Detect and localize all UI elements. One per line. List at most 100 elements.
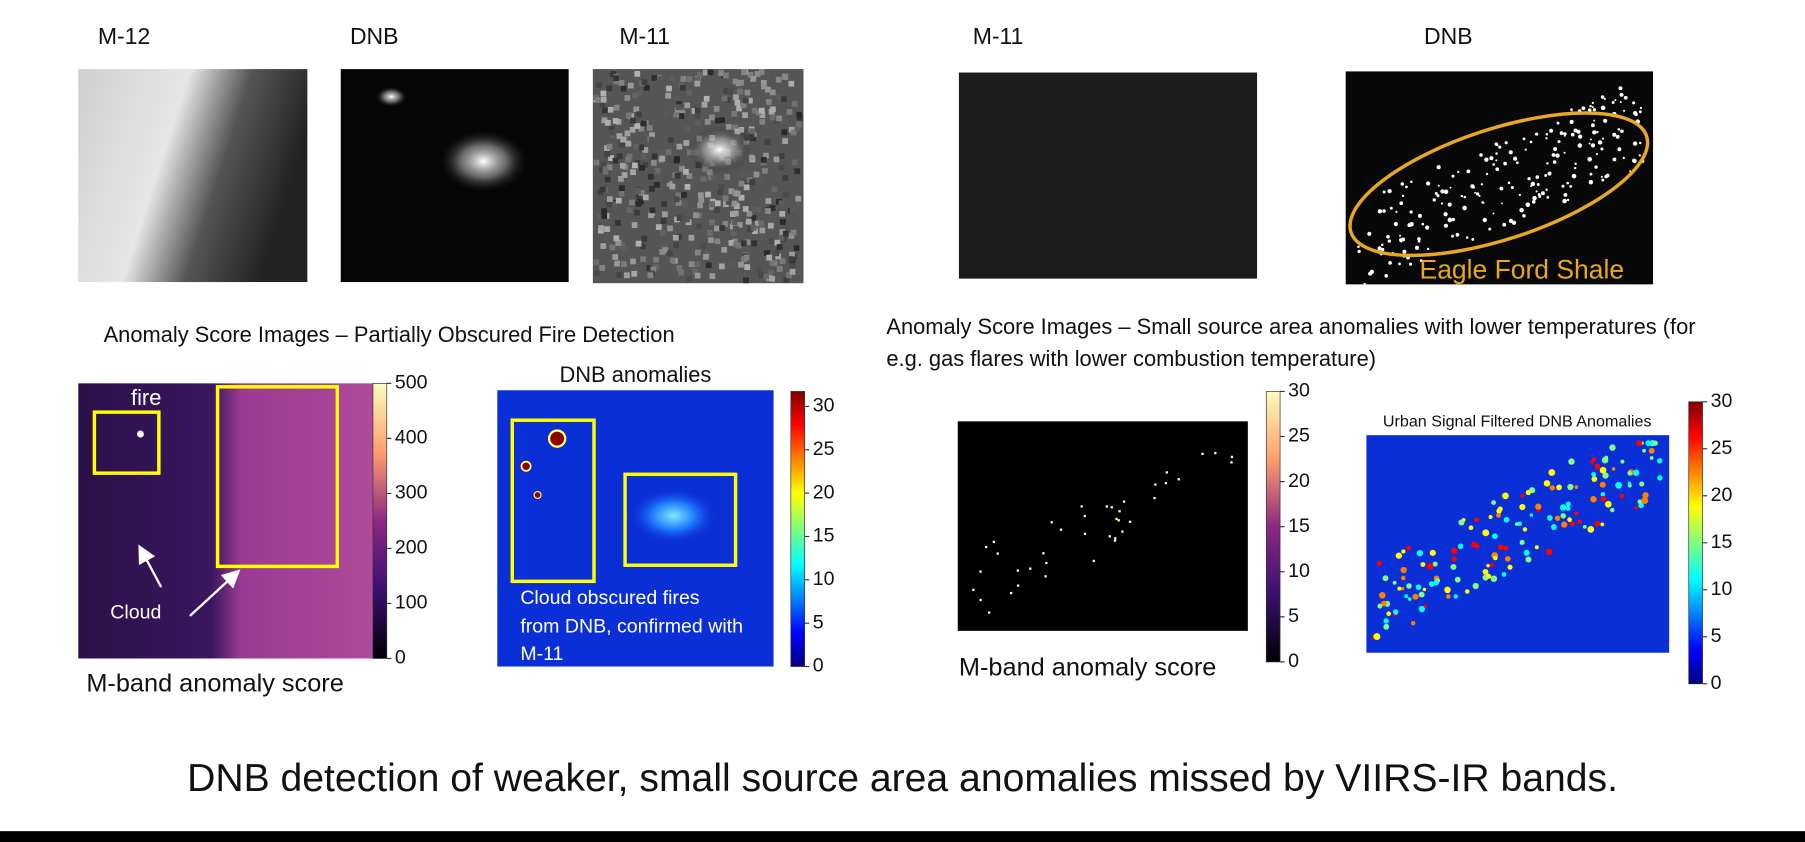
pixel — [638, 125, 644, 132]
colorbar-tick-label: 15 — [1288, 515, 1310, 537]
pixel — [731, 200, 738, 207]
light — [1618, 86, 1623, 91]
pixel — [776, 266, 783, 272]
pixel — [751, 107, 758, 114]
pixel — [634, 70, 641, 77]
pixel — [751, 240, 757, 247]
spot — [1491, 500, 1496, 505]
light — [1555, 153, 1560, 158]
spot — [1497, 544, 1504, 551]
spot — [1418, 605, 1426, 613]
spot — [1492, 555, 1498, 561]
pixel — [736, 105, 742, 112]
pixel — [669, 75, 676, 82]
pixel — [714, 200, 721, 207]
pixel — [714, 238, 721, 245]
pixel — [749, 179, 756, 185]
light — [1600, 105, 1606, 111]
footer: DNB detection of weaker, small source ar… — [187, 757, 1618, 800]
spot — [1574, 485, 1579, 489]
spot — [1600, 522, 1605, 527]
spot — [1520, 493, 1525, 498]
pixel — [619, 185, 625, 192]
pixel — [596, 82, 602, 88]
light — [1443, 189, 1449, 195]
pixel — [686, 89, 693, 96]
light — [1381, 247, 1385, 252]
light — [1479, 153, 1483, 157]
light — [1547, 171, 1552, 176]
light — [1590, 143, 1596, 148]
spot — [1410, 620, 1416, 626]
light — [1387, 188, 1392, 194]
pixel — [598, 166, 605, 173]
spot — [1110, 506, 1113, 509]
spot — [1522, 527, 1528, 532]
pixel — [791, 101, 798, 107]
spot — [1428, 581, 1435, 587]
pixel — [607, 106, 614, 113]
spot — [1092, 559, 1095, 563]
image-label: M-12 — [98, 23, 150, 49]
spot — [1105, 505, 1108, 508]
light — [1492, 212, 1495, 215]
pixel — [632, 162, 638, 169]
pixel — [618, 190, 625, 197]
light — [1463, 195, 1467, 199]
pixel — [667, 225, 673, 232]
pixel — [647, 272, 654, 279]
pixel — [779, 219, 786, 225]
spot — [1059, 528, 1063, 531]
pixel — [626, 153, 633, 160]
light — [1556, 121, 1560, 125]
light — [1612, 132, 1617, 137]
spot — [1543, 480, 1551, 487]
spot — [1514, 522, 1519, 526]
pixel — [755, 126, 762, 133]
spot — [1535, 503, 1542, 510]
pixel — [606, 143, 613, 150]
spot — [1453, 594, 1458, 599]
pixel — [661, 243, 668, 250]
spot — [1406, 583, 1412, 589]
pixel — [678, 113, 685, 119]
pixel — [601, 117, 608, 124]
spot — [1591, 457, 1597, 462]
pixel — [758, 272, 765, 278]
pixel — [638, 190, 645, 196]
light — [1559, 131, 1564, 135]
light — [1632, 158, 1637, 163]
pixel — [641, 79, 648, 86]
pixel — [725, 198, 732, 205]
light — [1440, 189, 1445, 194]
pixel — [769, 205, 776, 211]
spot — [1128, 520, 1132, 523]
light — [1387, 239, 1391, 243]
pixel — [688, 261, 695, 268]
pixel — [613, 104, 620, 111]
pixel — [615, 197, 622, 204]
anomaly-image — [1366, 435, 1670, 653]
spot — [1609, 444, 1616, 451]
colorbar-tick-label: 0 — [813, 655, 824, 677]
light — [1447, 202, 1452, 207]
pixel — [601, 208, 607, 215]
pixel — [778, 153, 785, 160]
pixel — [713, 207, 720, 213]
panel-title: DNB anomalies — [559, 362, 711, 387]
colorbar — [1688, 401, 1703, 685]
light — [1632, 101, 1636, 105]
light — [1598, 141, 1601, 145]
light — [1570, 108, 1573, 111]
pixel — [640, 120, 647, 127]
spot — [1083, 514, 1086, 518]
colorbar-tick-label: 5 — [1288, 605, 1299, 627]
light — [1563, 132, 1567, 136]
pixel — [672, 234, 679, 241]
pixel — [595, 97, 601, 103]
pixel — [747, 226, 754, 232]
colorbar-tick-label: 10 — [1288, 560, 1310, 582]
spot — [1201, 452, 1204, 456]
spot — [1214, 451, 1217, 455]
light — [1518, 193, 1522, 196]
